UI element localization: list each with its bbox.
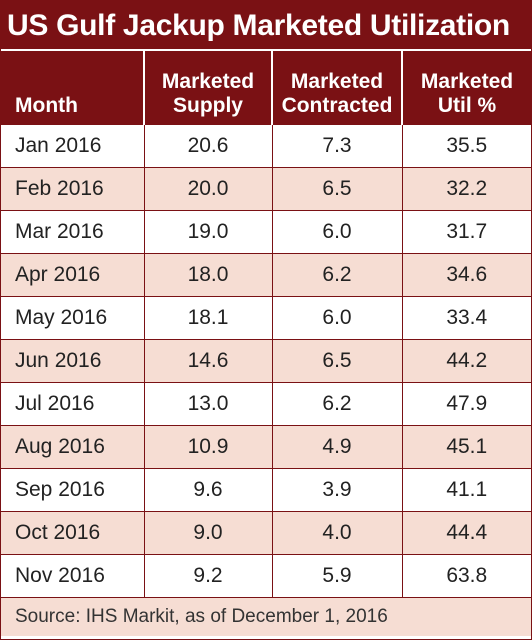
cell-contracted: 6.0 bbox=[271, 295, 402, 339]
source-note: Source: IHS Markit, as of December 1, 20… bbox=[1, 597, 531, 636]
table-title: US Gulf Jackup Marketed Utilization bbox=[1, 1, 531, 51]
cell-supply: 18.1 bbox=[143, 295, 272, 339]
cell-util: 32.2 bbox=[401, 166, 531, 210]
cell-month: Jan 2016 bbox=[1, 123, 144, 167]
cell-month: Apr 2016 bbox=[1, 252, 144, 296]
table-body: Jan 2016 20.6 7.3 35.5 Feb 2016 20.0 6.5 32.2 Ma… bbox=[1, 123, 531, 597]
cell-contracted: 3.9 bbox=[271, 467, 402, 511]
cell-contracted: 6.2 bbox=[271, 252, 402, 296]
table-row: Jan 2016 20.6 7.3 35.5 bbox=[1, 123, 531, 167]
column-header-util-label: Marketed Util % bbox=[420, 69, 514, 117]
cell-contracted: 7.3 bbox=[271, 123, 402, 167]
cell-util: 33.4 bbox=[401, 295, 531, 339]
table-row: Mar 2016 19.0 6.0 31.7 bbox=[1, 209, 531, 253]
cell-util: 63.8 bbox=[401, 553, 531, 597]
cell-supply: 20.0 bbox=[143, 166, 272, 210]
cell-supply: 18.0 bbox=[143, 252, 272, 296]
cell-util: 47.9 bbox=[401, 381, 531, 425]
cell-month: May 2016 bbox=[1, 295, 144, 339]
cell-supply: 20.6 bbox=[143, 123, 272, 167]
cell-util: 41.1 bbox=[401, 467, 531, 511]
column-header-month: Month bbox=[1, 51, 144, 124]
cell-util: 35.5 bbox=[401, 123, 531, 167]
table-row: Aug 2016 10.9 4.9 45.1 bbox=[1, 424, 531, 468]
cell-month: Mar 2016 bbox=[1, 209, 144, 253]
cell-util: 44.2 bbox=[401, 338, 531, 382]
cell-contracted: 5.9 bbox=[271, 553, 402, 597]
header-row: Month Marketed Supply Marketed Contracted … bbox=[1, 51, 531, 124]
cell-contracted: 6.0 bbox=[271, 209, 402, 253]
cell-contracted: 4.9 bbox=[271, 424, 402, 468]
table-row: Sep 2016 9.6 3.9 41.1 bbox=[1, 467, 531, 511]
table-row: Apr 2016 18.0 6.2 34.6 bbox=[1, 252, 531, 296]
table-row: Oct 2016 9.0 4.0 44.4 bbox=[1, 510, 531, 554]
cell-supply: 9.6 bbox=[143, 467, 272, 511]
cell-contracted: 6.5 bbox=[271, 166, 402, 210]
cell-month: Nov 2016 bbox=[1, 553, 144, 597]
table-row: Jun 2016 14.6 6.5 44.2 bbox=[1, 338, 531, 382]
cell-util: 44.4 bbox=[401, 510, 531, 554]
cell-month: Feb 2016 bbox=[1, 166, 144, 210]
utilization-table: Month Marketed Supply Marketed Contracted … bbox=[1, 51, 531, 597]
column-header-month-label: Month bbox=[15, 93, 78, 117]
cell-month: Sep 2016 bbox=[1, 467, 144, 511]
cell-supply: 9.2 bbox=[143, 553, 272, 597]
table-row: Feb 2016 20.0 6.5 32.2 bbox=[1, 166, 531, 210]
cell-util: 31.7 bbox=[401, 209, 531, 253]
column-header-supply-label: Marketed Supply bbox=[161, 69, 255, 117]
cell-month: Aug 2016 bbox=[1, 424, 144, 468]
cell-contracted: 6.5 bbox=[271, 338, 402, 382]
column-header-contracted: Marketed Contracted bbox=[271, 51, 402, 124]
cell-contracted: 4.0 bbox=[271, 510, 402, 554]
cell-util: 34.6 bbox=[401, 252, 531, 296]
table-row: May 2016 18.1 6.0 33.4 bbox=[1, 295, 531, 339]
column-header-supply: Marketed Supply bbox=[143, 51, 272, 124]
column-header-contracted-label: Marketed Contracted bbox=[281, 69, 393, 117]
table-row: Nov 2016 9.2 5.9 63.8 bbox=[1, 553, 531, 597]
cell-supply: 10.9 bbox=[143, 424, 272, 468]
cell-month: Jun 2016 bbox=[1, 338, 144, 382]
cell-supply: 13.0 bbox=[143, 381, 272, 425]
cell-supply: 19.0 bbox=[143, 209, 272, 253]
cell-supply: 14.6 bbox=[143, 338, 272, 382]
column-header-util: Marketed Util % bbox=[401, 51, 531, 124]
table-row: Jul 2016 13.0 6.2 47.9 bbox=[1, 381, 531, 425]
cell-month: Jul 2016 bbox=[1, 381, 144, 425]
cell-supply: 9.0 bbox=[143, 510, 272, 554]
cell-month: Oct 2016 bbox=[1, 510, 144, 554]
cell-util: 45.1 bbox=[401, 424, 531, 468]
cell-contracted: 6.2 bbox=[271, 381, 402, 425]
